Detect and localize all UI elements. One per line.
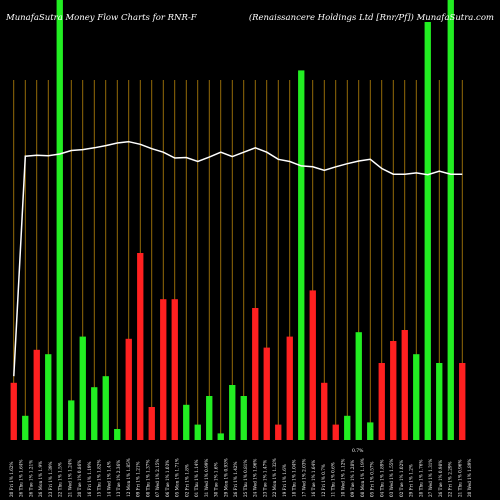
bar-red (125, 338, 132, 440)
bar-green (68, 400, 75, 440)
x-tick-label: 06 Tue 1% 1.03% (165, 460, 170, 497)
x-tick-label: 10 Wed 1% 1.12% (340, 459, 345, 497)
x-tick-label: 20 Fri 1% 1.62% (9, 461, 14, 497)
bar-green (194, 424, 201, 440)
x-tick-label: 22 Fri 1% 2.29% (448, 461, 453, 497)
bar-green (217, 433, 224, 440)
bar-green (355, 332, 362, 440)
x-tick-label: 25 Thu 1% 0.81% (243, 460, 248, 497)
x-tick-label: 08 Mon 1% 1.19% (360, 458, 365, 497)
x-tick-label: 22 Mon 1% 1.32% (272, 458, 277, 497)
bar-green (183, 404, 190, 440)
x-tick-label: 01 Thu 1% 1.14% (194, 460, 199, 497)
bar-green (424, 22, 431, 440)
bar-green (240, 396, 247, 440)
x-tick-label: 31 Wed 1% 0.99% (204, 459, 209, 497)
x-tick-label: 29 Mon 1% 0.93% (223, 458, 228, 497)
bars (10, 0, 466, 441)
bar-red (286, 336, 293, 440)
x-tick-label: 14 Wed 1% 1.4% (106, 461, 111, 497)
bar-red (390, 341, 397, 440)
bar-red (137, 253, 144, 440)
bar-green (45, 354, 52, 440)
x-tick-label: 23 Tue 1% 1.47% (262, 460, 267, 497)
x-tick-label: 08 Thu 1% 1.37% (145, 460, 150, 497)
bar-red (10, 382, 17, 440)
bar-green (367, 422, 374, 440)
bar-green (206, 396, 213, 440)
bar-green (344, 415, 351, 440)
money-flow-line (13, 140, 463, 377)
x-tick-label: 04 Thu 1% 1.89% (379, 460, 384, 497)
bar-green (436, 363, 443, 440)
bar-green (447, 0, 454, 440)
bar-red (401, 330, 408, 440)
bar-red (252, 308, 259, 440)
x-tick-label: 26 Thu 1% 1.64% (19, 460, 24, 497)
bar-green (298, 70, 305, 441)
x-tick-label: 17 Wed 1% 2.03% (301, 459, 306, 497)
x-tick-label: 20 Tue 1% 0.86% (77, 460, 82, 497)
x-tick-label: 13 Tue 1% 2.36% (116, 460, 121, 497)
bar-green (229, 385, 236, 440)
x-tick-label: 03 Wed 1% 1.55% (389, 459, 394, 497)
x-tick-label: 27 Wed 1% 1.31% (428, 459, 433, 497)
x-tick-label: 20 Wed 1% 1.89% (467, 459, 472, 497)
x-tick-label: 24 Wed 1% 1.96% (253, 459, 258, 497)
x-tick-label: 16 Tue 1% 1.64% (311, 460, 316, 497)
bar-green (102, 376, 109, 440)
x-tick-label: 21 Thu 1% 0.96% (457, 460, 462, 497)
bar-green (114, 429, 121, 440)
bar-red (332, 424, 339, 440)
x-tick-label: 26 Mon 1% 1.9% (38, 461, 43, 497)
bar-green (413, 354, 420, 440)
x-tick-label: 16 Fri 1% 1.19% (87, 461, 92, 497)
x-tick-label: 28 Thu 1% 1.76% (418, 460, 423, 497)
x-tick-label: 26 Fri 1% 1.42% (233, 461, 238, 497)
bar-red (33, 349, 40, 440)
x-tick-label: 21 Wed 1% 1.24% (67, 459, 72, 497)
x-tick-label: 12 Fri 1% 0.7% (321, 464, 326, 497)
x-tick-label: 19 Fri 1% 1.6% (282, 464, 287, 497)
x-tick-label: 05 Fri 1% 0.57% (370, 461, 375, 497)
bar-green (56, 0, 63, 440)
bar-red (378, 363, 385, 440)
bar-red (263, 347, 270, 440)
x-tick-label: 30 Tue 1% 1.6% (214, 462, 219, 497)
bar-green (22, 415, 29, 440)
bar-red (321, 382, 328, 440)
x-tick-label: 29 Fri 1% 1.2% (409, 464, 414, 497)
x-tick-label: 12 Mon 1% 1.85% (126, 458, 131, 497)
x-tick-label: 11 Thu 1% 0.6% (331, 462, 336, 497)
x-tick-label: 26 Tue 1% 0.98% (438, 460, 443, 497)
x-tick-label: 09 Tue 1% 1.28% (350, 460, 355, 497)
x-tick-label: 26 Tue 1% 1.21% (28, 460, 33, 497)
bar-red (160, 299, 167, 440)
bar-green (91, 387, 98, 440)
bar-green (79, 336, 86, 440)
x-tick-label: 07 Wed 1% 2.15% (155, 459, 160, 497)
x-tick-labels: 20 Fri 1% 1.62% 26 Thu 1% 1.64% 26 Tue 1% … (9, 458, 472, 497)
x-tick-label: 15 Thu 1% 1.82% (97, 460, 102, 497)
bar-red (171, 299, 178, 440)
x-tick-label: 05 Mon 1% 1.71% (175, 458, 180, 497)
x-tick-label: 18 Thu 1% 1.04% (292, 460, 297, 497)
bar-red (275, 424, 282, 440)
x-tick-label: 02 Tue 1% 1.02% (399, 460, 404, 497)
bar-red (459, 363, 466, 440)
x-tick-label: 09 Fri 1% 1.21% (136, 461, 141, 497)
x-tick-label: 22 Thu 1% 1.5% (58, 462, 63, 497)
x-tick-label: 23 Fri 1% 1.39% (48, 461, 53, 497)
chart-title-left: MunafaSutra Money Flow Charts for RNR-F (5, 13, 198, 23)
bar-red (309, 290, 316, 440)
annotation-label: 0.7% (352, 448, 364, 454)
chart-title-right: (Renaissancere Holdings Ltd [Rnr/Pf]) Mu… (249, 12, 494, 23)
bar-red (148, 407, 155, 440)
x-tick-label: 02 Fri 1% 1.8% (184, 464, 189, 497)
